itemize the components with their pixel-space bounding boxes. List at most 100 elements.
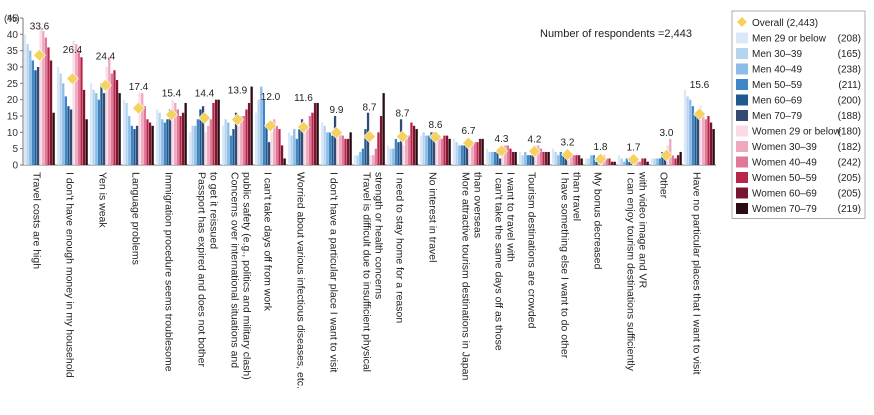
legend-label: Men 30–39 xyxy=(752,49,802,60)
legend-swatch xyxy=(736,79,748,90)
data-labels: 33.6 26.4 24.4 17.4 15.4 14.4 13.9 12.0 11.6 9.9 8… xyxy=(30,21,710,153)
bar xyxy=(237,125,240,165)
bar xyxy=(344,138,347,165)
bar xyxy=(625,158,628,165)
bar xyxy=(557,155,560,165)
category-label: strength or health concerns xyxy=(373,172,385,299)
legend-label: Men 60–69 xyxy=(752,96,802,107)
bar xyxy=(133,129,136,165)
bar xyxy=(36,67,40,165)
category-label: Travel is difficult due to insufficient … xyxy=(361,172,373,372)
bar xyxy=(410,122,413,165)
bar xyxy=(650,158,654,165)
bar xyxy=(641,158,644,165)
bars xyxy=(23,27,715,166)
bar xyxy=(460,145,463,165)
legend-swatch xyxy=(736,125,748,137)
y-tick-label: 45 xyxy=(7,14,19,25)
bar xyxy=(341,135,344,165)
bar xyxy=(82,89,86,165)
bar xyxy=(59,73,62,165)
bar xyxy=(339,132,342,165)
bar xyxy=(31,60,34,165)
legend: Overall (2,443) Men 29 or below (208) Men 3… xyxy=(731,10,866,219)
bar xyxy=(141,93,144,165)
bar xyxy=(440,138,443,165)
bar xyxy=(661,151,664,165)
bar xyxy=(146,119,149,165)
bar xyxy=(491,151,494,165)
bar xyxy=(229,135,232,165)
legend-label: Women 29 or below xyxy=(752,127,842,138)
overall-marker xyxy=(429,130,442,144)
bar xyxy=(458,145,461,165)
bar xyxy=(524,151,527,165)
bar xyxy=(130,125,133,165)
bar xyxy=(377,132,380,165)
bar xyxy=(683,89,687,165)
bar xyxy=(463,145,466,165)
bar xyxy=(295,138,298,165)
bar xyxy=(174,102,177,165)
bar xyxy=(361,148,364,165)
bar xyxy=(290,135,293,165)
category-label: than travel xyxy=(571,172,583,221)
y-tick-label: 15 xyxy=(7,112,19,123)
bar xyxy=(316,102,319,165)
bar xyxy=(455,142,458,165)
bar xyxy=(151,125,154,165)
legend-swatch xyxy=(736,156,748,168)
bar xyxy=(52,112,55,165)
bar xyxy=(34,70,37,165)
bar xyxy=(331,135,334,165)
overall-marker xyxy=(363,130,376,144)
legend-count: (211) xyxy=(838,80,861,91)
bar xyxy=(575,155,578,165)
bar xyxy=(232,129,235,165)
bar xyxy=(311,112,314,165)
legend-swatch xyxy=(736,94,748,106)
bar xyxy=(201,106,205,165)
legend-label: Women 30–39 xyxy=(752,142,817,153)
legend-label: Women 60–69 xyxy=(752,189,817,200)
bar xyxy=(227,122,230,165)
bar xyxy=(379,116,383,165)
data-label: 15.6 xyxy=(690,80,710,91)
bar xyxy=(257,99,260,165)
bar xyxy=(397,142,400,165)
data-label: 15.4 xyxy=(162,89,182,100)
category-label: Passport has expired and does not bother xyxy=(196,172,208,367)
category-label: Concerns over international situations a… xyxy=(229,172,241,368)
category-label: to get it reissued xyxy=(208,172,220,249)
bar xyxy=(122,99,126,165)
bar xyxy=(326,132,329,165)
bar xyxy=(386,145,390,165)
bar xyxy=(166,119,169,165)
bar xyxy=(676,155,680,165)
data-label: 8.6 xyxy=(429,120,443,131)
bar xyxy=(531,155,535,165)
bar xyxy=(369,155,372,165)
overall-marker xyxy=(495,144,508,158)
bar xyxy=(452,138,456,165)
bar xyxy=(493,151,496,165)
bar xyxy=(118,93,121,165)
bar xyxy=(419,135,423,165)
bar xyxy=(438,135,441,165)
bar xyxy=(694,112,697,165)
data-label: 17.4 xyxy=(129,82,149,93)
bar xyxy=(646,161,649,165)
bar xyxy=(415,129,418,165)
y-tick-label: 20 xyxy=(7,95,19,106)
bar xyxy=(514,151,517,165)
bar xyxy=(42,31,45,165)
bar xyxy=(64,96,67,165)
bar xyxy=(577,155,581,165)
bar xyxy=(303,129,306,165)
bar xyxy=(435,135,438,165)
bar xyxy=(425,135,428,165)
category-label: Worried about various infectious disease… xyxy=(295,172,307,389)
bar xyxy=(115,80,119,165)
bar xyxy=(605,158,608,165)
overall-marker xyxy=(33,48,46,62)
